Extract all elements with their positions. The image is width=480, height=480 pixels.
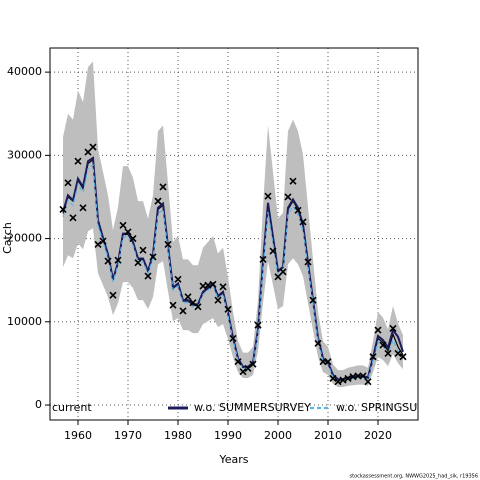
observation-marker bbox=[309, 296, 317, 304]
observation-marker bbox=[284, 193, 292, 201]
observation-marker bbox=[124, 228, 132, 236]
x-axis-label: Years bbox=[218, 453, 248, 466]
observation-marker bbox=[59, 205, 67, 214]
observation-marker bbox=[314, 339, 322, 348]
observation-marker bbox=[69, 214, 77, 222]
observation-marker bbox=[109, 291, 117, 299]
observation-marker bbox=[269, 247, 277, 255]
observation-marker bbox=[239, 368, 247, 376]
observation-marker bbox=[384, 349, 392, 357]
plot-area: current w.o. SUMMERSURVEY w.o. SPRINGSURVE… bbox=[50, 48, 446, 420]
observation-marker bbox=[339, 376, 347, 384]
observation-marker bbox=[279, 268, 287, 276]
observation-marker bbox=[184, 293, 192, 301]
observation-marker bbox=[94, 240, 102, 248]
observation-marker bbox=[104, 257, 112, 265]
observation-marker bbox=[389, 324, 397, 333]
observation-marker bbox=[234, 358, 242, 366]
observation-marker bbox=[134, 259, 142, 267]
observation-marker bbox=[379, 341, 387, 349]
observation-marker bbox=[194, 303, 202, 311]
observation-marker bbox=[154, 197, 162, 205]
observation-marker bbox=[359, 372, 367, 380]
x-tick-label: 2010 bbox=[314, 429, 342, 442]
observation-marker bbox=[394, 349, 402, 357]
y-tick-label: 20000 bbox=[7, 232, 42, 245]
x-tick-label: 1980 bbox=[164, 429, 192, 442]
observation-marker bbox=[249, 360, 257, 368]
x-tick-label: 2020 bbox=[364, 429, 392, 442]
observation-marker bbox=[74, 157, 82, 165]
observation-marker bbox=[229, 334, 237, 343]
y-tick-label: 30000 bbox=[7, 148, 42, 161]
observation-marker bbox=[79, 204, 87, 212]
observation-marker bbox=[299, 218, 307, 226]
x-tick-label: 1960 bbox=[64, 429, 92, 442]
observation-marker bbox=[179, 307, 187, 315]
observation-marker bbox=[214, 296, 222, 304]
legend-label: w.o. SUMMERSURVEY bbox=[194, 401, 311, 414]
observation-marker bbox=[144, 272, 152, 280]
observation-marker bbox=[259, 255, 267, 263]
observation-marker bbox=[304, 258, 312, 266]
observation-marker bbox=[129, 235, 137, 243]
observation-marker bbox=[219, 283, 227, 291]
x-tick-label: 1990 bbox=[214, 429, 242, 442]
y-tick-label: 0 bbox=[35, 398, 42, 411]
confidence-band bbox=[63, 61, 403, 388]
observation-marker bbox=[289, 177, 297, 185]
observation-marker bbox=[369, 353, 377, 361]
observation-marker bbox=[149, 253, 157, 261]
observation-marker bbox=[399, 353, 407, 361]
observation-marker bbox=[209, 280, 217, 288]
legend-label: current bbox=[52, 401, 92, 414]
observation-marker bbox=[89, 143, 97, 151]
observation-marker bbox=[324, 358, 332, 366]
observation-marker bbox=[329, 374, 337, 382]
observation-marker bbox=[119, 221, 127, 229]
x-tick-label: 1970 bbox=[114, 429, 142, 442]
observation-marker bbox=[364, 378, 372, 386]
observation-marker bbox=[174, 275, 182, 283]
y-axis-label: Catch bbox=[1, 222, 14, 254]
plot-frame bbox=[49, 47, 419, 421]
y-tick-label: 10000 bbox=[7, 315, 42, 328]
observation-marker bbox=[114, 256, 122, 264]
observation-marker bbox=[224, 305, 232, 313]
x-tick-label: 2000 bbox=[264, 429, 292, 442]
observation-marker bbox=[99, 237, 107, 245]
observation-marker bbox=[264, 192, 272, 200]
observation-marker bbox=[164, 240, 172, 248]
observation-marker bbox=[139, 246, 147, 254]
footer: stockassessment.org, NWWG2025_had_sik, r… bbox=[350, 474, 478, 480]
observation-marker bbox=[169, 301, 177, 309]
observation-marker bbox=[294, 206, 302, 214]
legend-label: w.o. SPRINGSURVEY bbox=[336, 401, 446, 414]
observation-marker bbox=[334, 378, 342, 386]
observation-marker bbox=[374, 326, 382, 334]
y-tick-label: 40000 bbox=[7, 65, 42, 78]
observation-marker bbox=[254, 321, 262, 329]
observation-marker bbox=[344, 374, 352, 382]
observation-marker bbox=[64, 179, 72, 187]
observation-marker bbox=[159, 183, 167, 191]
